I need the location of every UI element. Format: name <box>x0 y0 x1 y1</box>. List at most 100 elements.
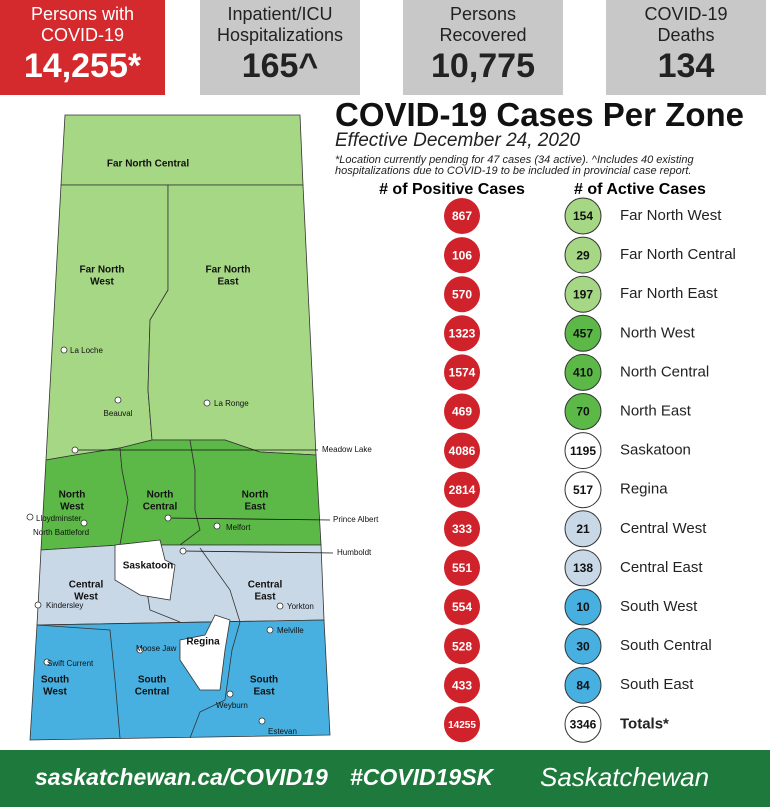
active-badge <box>564 627 602 665</box>
zone-label: West <box>90 277 114 288</box>
city-label: North Battleford <box>33 528 89 537</box>
footer-hashtag: #COVID19SK <box>350 764 494 790</box>
active-cases: 3346 <box>570 717 597 731</box>
active-cases: 517 <box>573 483 593 497</box>
stat-value: 10,775 <box>431 47 535 85</box>
positive-badge <box>444 706 480 743</box>
zone-label: Far North <box>80 265 125 276</box>
zone-label: Regina <box>186 637 220 648</box>
stat-label: Persons Recovered <box>439 4 527 45</box>
city-dot <box>179 547 187 555</box>
city-label: Humboldt <box>337 548 372 557</box>
active-badge <box>564 510 602 548</box>
city-label: Moose Jaw <box>136 644 177 653</box>
city-label: Melville <box>277 626 304 635</box>
positive-cases: 1574 <box>449 366 476 380</box>
zone-name: Regina <box>620 481 668 498</box>
zone-label: Central <box>143 502 178 513</box>
city-label: Lloydminster <box>36 514 82 523</box>
active-cases: 1195 <box>570 444 596 458</box>
city-dot <box>114 396 122 404</box>
stat-value: 134 <box>657 47 715 85</box>
positive-badge <box>444 237 480 274</box>
positive-badge <box>444 354 480 391</box>
zone-label: Far North Central <box>107 159 189 170</box>
city-label: La Ronge <box>214 399 249 408</box>
footer-url[interactable]: saskatchewan.ca/COVID19 <box>35 764 328 790</box>
positive-cases: 14255 <box>448 720 476 731</box>
positive-badge <box>444 471 480 508</box>
city-label: Meadow Lake <box>322 445 372 454</box>
positive-cases: 1323 <box>449 326 476 340</box>
map-and-table: # of Positive Cases # of Active Cases 867 1… <box>26 114 736 743</box>
city-label: Swift Current <box>47 659 94 668</box>
stat-value: 14,255* <box>23 47 142 85</box>
zone-name: South Central <box>620 637 712 654</box>
stat-value: 165^ <box>241 47 319 85</box>
positive-badge <box>444 315 480 352</box>
active-cases: 154 <box>573 209 593 223</box>
zone-label: West <box>60 502 84 513</box>
stat-label: Inpatient/ICU Hospitalizations <box>216 4 344 45</box>
zone <box>179 614 231 691</box>
active-badge <box>564 197 602 235</box>
stat-box: Inpatient/ICU Hospitalizations 165^ <box>200 0 360 95</box>
note: *Location currently pending for 47 cases… <box>335 154 694 177</box>
city-label: La Loche <box>70 346 103 355</box>
active-cases: 457 <box>573 326 593 340</box>
city-dot <box>43 658 51 666</box>
zone-label: East <box>244 502 266 513</box>
positive-cases: 551 <box>452 561 472 575</box>
active-badge <box>564 471 602 509</box>
zone-name: Far North Central <box>620 246 736 263</box>
zone-name: Far North East <box>620 285 718 302</box>
active-cases: 10 <box>576 600 590 614</box>
zone <box>114 539 176 601</box>
positive-badge <box>444 198 480 234</box>
zone-label: North <box>147 490 174 501</box>
zone-label: West <box>74 592 98 603</box>
zone-name: Central West <box>620 520 707 537</box>
stat-box: Persons Recovered 10,775 <box>403 0 563 95</box>
zone-label: Central <box>135 687 170 698</box>
active-cases: 197 <box>573 287 593 301</box>
zone-label: South <box>138 675 166 686</box>
zone-name: North Central <box>620 363 709 380</box>
zone-label: North <box>242 490 269 501</box>
city-label: Estevan <box>268 727 297 736</box>
positive-cases: 570 <box>452 287 472 301</box>
city-label: Melfort <box>226 523 251 532</box>
city-dot <box>71 446 79 454</box>
zone-name: Central East <box>620 559 703 576</box>
active-cases: 30 <box>576 639 590 653</box>
positive-badge <box>444 432 480 469</box>
zone <box>29 619 331 741</box>
zone-label: South <box>250 675 278 686</box>
positive-badge <box>444 276 480 313</box>
positive-badge <box>444 667 480 704</box>
stat-box: COVID-19 Deaths 134 <box>606 0 766 95</box>
positive-badge <box>444 393 480 430</box>
city-dot <box>226 690 234 698</box>
zone-name: Saskatoon <box>620 442 691 459</box>
zone-label: South <box>41 675 69 686</box>
zone-name: North East <box>620 402 692 419</box>
zone-label: Central <box>248 580 283 591</box>
zone-label: Saskatoon <box>123 561 174 572</box>
zone-label: West <box>43 687 67 698</box>
positive-badge <box>444 628 480 665</box>
zone-name: North West <box>620 324 696 341</box>
positive-cases: 554 <box>452 600 472 614</box>
city-dot <box>266 626 274 634</box>
city-dot <box>26 513 34 521</box>
column-header: # of Active Cases <box>574 181 706 198</box>
stat-box: Persons with COVID-19 14,255* <box>0 0 165 95</box>
active-cases: 84 <box>576 678 590 692</box>
positive-cases: 2814 <box>449 483 476 497</box>
zone <box>36 544 325 626</box>
active-badge <box>564 705 602 743</box>
city-dot <box>213 522 221 530</box>
city-dot <box>164 514 172 522</box>
footer-brand: Saskatchewan <box>540 762 710 792</box>
